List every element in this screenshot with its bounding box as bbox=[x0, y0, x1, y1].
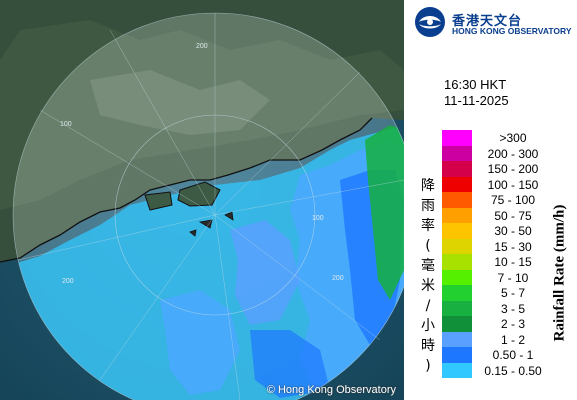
legend-swatch bbox=[442, 130, 472, 146]
legend-range-label: 150 - 200 bbox=[487, 162, 539, 176]
rain-cells-south bbox=[160, 290, 240, 395]
rain-echo-layer bbox=[13, 125, 404, 400]
legend-range-label: 3 - 5 bbox=[500, 301, 525, 316]
range-label: 100 bbox=[312, 215, 324, 222]
radar-map[interactable]: 200 100 200 100 200 bbox=[0, 0, 404, 400]
legend-title-cn-text: 降 雨 率 ( 毫 米 / 小 時 ) bbox=[421, 178, 435, 374]
timestamp: 16:30 HKT 11-11-2025 bbox=[444, 77, 509, 109]
range-label: 200 bbox=[196, 43, 208, 50]
legend-swatch bbox=[442, 316, 472, 332]
hko-emblem-icon bbox=[415, 7, 445, 37]
range-label: 200 bbox=[62, 278, 74, 285]
legend-swatch bbox=[442, 285, 472, 301]
copyright-credit: © Hong Kong Observatory bbox=[266, 384, 396, 396]
rain-cells-southeast bbox=[250, 330, 330, 398]
legend-swatch bbox=[442, 238, 472, 254]
range-label: 100 bbox=[60, 121, 72, 128]
legend-title-en-text: Rainfall Rate (mm/h) bbox=[551, 204, 568, 342]
legend-range-label: >300 bbox=[499, 131, 527, 145]
legend-range-label: 30 - 50 bbox=[494, 224, 532, 238]
legend-range-label: 100 - 150 bbox=[487, 177, 539, 192]
legend-swatch bbox=[442, 145, 472, 161]
legend-swatch bbox=[442, 347, 472, 363]
legend-swatch bbox=[442, 207, 472, 223]
legend-range-label: 200 - 300 bbox=[487, 146, 539, 161]
org-name-cn: 香港天文台 bbox=[452, 14, 523, 29]
rain-cells-center bbox=[230, 220, 300, 325]
range-labels: 200 100 200 100 200 bbox=[60, 43, 344, 285]
legend-swatch bbox=[442, 269, 472, 285]
legend-range-label: 0.50 - 1 bbox=[492, 348, 534, 362]
radial-lines bbox=[17, 13, 404, 400]
legend-swatch bbox=[442, 300, 472, 316]
urban-area bbox=[90, 70, 270, 135]
hko-logo: 香港天文台 HONG KONG OBSERVATORY bbox=[414, 6, 574, 40]
lantau-island bbox=[144, 191, 173, 211]
legend-range-label: 1 - 2 bbox=[500, 332, 525, 347]
legend-swatch bbox=[442, 192, 472, 208]
legend-range-label: 0.15 - 0.50 bbox=[484, 363, 542, 378]
legend-swatch bbox=[442, 223, 472, 239]
time-date: 11-11-2025 bbox=[444, 93, 509, 108]
moderate-rain-east bbox=[365, 125, 404, 300]
legend-range-label: 15 - 30 bbox=[494, 239, 532, 254]
legend-range-label: 7 - 10 bbox=[497, 270, 529, 285]
outside-coverage-mask bbox=[0, 0, 404, 400]
legend-range-label: 50 - 75 bbox=[494, 208, 532, 223]
legend-range-label: 10 - 15 bbox=[494, 255, 532, 269]
legend-swatch bbox=[442, 176, 472, 192]
small-islands bbox=[189, 211, 234, 237]
legend-range-label: 5 - 7 bbox=[500, 286, 525, 300]
legend-range-label: 2 - 3 bbox=[500, 317, 525, 331]
legend-range-label: 75 - 100 bbox=[490, 193, 536, 207]
legend-panel: 香港天文台 HONG KONG OBSERVATORY 16:30 HKT 11… bbox=[404, 0, 577, 400]
legend-swatch bbox=[442, 161, 472, 177]
legend-title-cn: 降 雨 率 ( 毫 米 / 小 時 ) bbox=[418, 176, 438, 376]
org-name-en: HONG KONG OBSERVATORY bbox=[452, 26, 572, 36]
time-clock: 16:30 HKT bbox=[444, 77, 507, 92]
legend-swatch bbox=[442, 362, 472, 378]
legend-swatch bbox=[442, 331, 472, 347]
hong-kong-island bbox=[177, 181, 221, 207]
coastline bbox=[0, 117, 373, 263]
legend-title-en: Rainfall Rate (mm/h) bbox=[550, 203, 570, 343]
legend-swatch bbox=[442, 254, 472, 270]
range-label: 200 bbox=[332, 275, 344, 282]
